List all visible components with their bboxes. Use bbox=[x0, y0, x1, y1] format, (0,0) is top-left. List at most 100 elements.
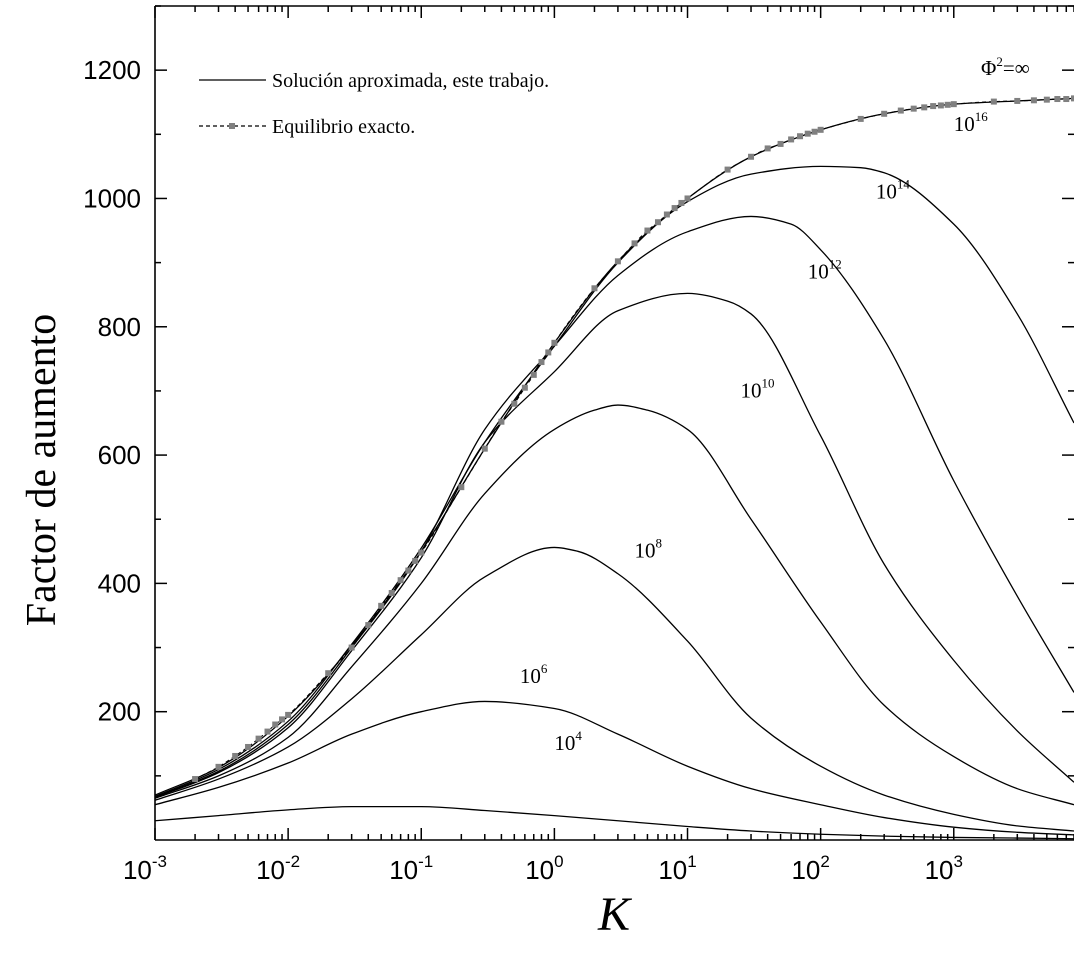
equilibrium-point bbox=[663, 211, 670, 218]
curve-label-10e10: 1010 bbox=[740, 375, 774, 402]
curve-label-10e16: 1016 bbox=[954, 109, 989, 136]
equilibrium-point bbox=[764, 145, 771, 152]
equilibrium-point bbox=[1054, 96, 1061, 103]
equilibrium-point bbox=[397, 577, 404, 584]
equilibrium-point bbox=[1030, 97, 1037, 104]
equilibrium-point bbox=[412, 557, 419, 564]
equilibrium-point bbox=[724, 166, 731, 173]
curve-label-phi: Φ2=∞ bbox=[981, 54, 1030, 80]
equilibrium-point bbox=[614, 258, 621, 265]
equilibrium-point bbox=[551, 339, 558, 346]
y-axis-title: Factor de aumento bbox=[19, 314, 65, 627]
equilibrium-point bbox=[950, 101, 957, 108]
equilibrium-point bbox=[678, 199, 685, 206]
equilibrium-point bbox=[817, 126, 824, 133]
y-tick-label: 800 bbox=[98, 312, 141, 342]
equilibrium-point bbox=[1063, 96, 1070, 103]
x-axis-title: K bbox=[597, 888, 633, 941]
equilibrium-point bbox=[530, 371, 537, 378]
equilibrium-point bbox=[481, 445, 488, 452]
equilibrium-point bbox=[631, 240, 638, 247]
x-tick-label: 102 bbox=[791, 852, 829, 885]
equilibrium-point bbox=[944, 101, 951, 108]
equilibrium-point bbox=[365, 622, 372, 629]
curve-phi-infinity bbox=[154, 97, 1074, 796]
x-tick-label: 100 bbox=[525, 852, 563, 885]
equilibrium-point bbox=[897, 107, 904, 114]
x-tick-label: 10-1 bbox=[389, 852, 433, 885]
equilibrium-point bbox=[192, 776, 199, 783]
equilibrium-point bbox=[245, 743, 252, 750]
equilibrium-point bbox=[654, 219, 661, 226]
equilibrium-point bbox=[857, 115, 864, 122]
curve-10e12 bbox=[154, 292, 1074, 799]
y-tick-label: 400 bbox=[98, 568, 141, 598]
y-tick-label: 200 bbox=[98, 697, 141, 727]
equilibrium-point bbox=[285, 711, 292, 718]
equilibrium-point bbox=[498, 418, 505, 425]
equilibrium-point bbox=[279, 716, 286, 723]
curve-10e4 bbox=[154, 805, 1074, 840]
equilibrium-point bbox=[538, 359, 545, 366]
equilibrium-point bbox=[804, 130, 811, 137]
x-tick-label: 103 bbox=[925, 852, 963, 885]
equilibrium-point bbox=[797, 133, 804, 140]
curve-label-10e12: 1012 bbox=[808, 257, 842, 284]
equilibrium-point bbox=[684, 195, 691, 202]
y-tick-label: 600 bbox=[98, 440, 141, 470]
equilibrium-point bbox=[255, 735, 262, 742]
curve-label-10e14: 1014 bbox=[876, 176, 911, 203]
equilibrium-point bbox=[591, 285, 598, 292]
x-tick-label: 10-2 bbox=[256, 852, 300, 885]
axes-frame bbox=[154, 5, 1074, 841]
legend-label-solution: Solución aproximada, este trabajo. bbox=[272, 70, 549, 92]
equilibrium-point bbox=[748, 153, 755, 160]
equilibrium-point bbox=[1014, 97, 1021, 104]
curve-label-10e6: 106 bbox=[520, 661, 548, 688]
equilibrium-point bbox=[1043, 96, 1050, 103]
curve-10e6 bbox=[154, 700, 1074, 836]
equilibrium-point bbox=[930, 103, 937, 110]
equilibrium-point bbox=[511, 400, 518, 407]
equilibrium-point bbox=[671, 205, 678, 212]
curve-10e8 bbox=[154, 546, 1074, 832]
equilibrium-point bbox=[215, 763, 222, 770]
equilibrium-point bbox=[937, 102, 944, 109]
equilibrium-point bbox=[388, 590, 395, 597]
curve-10e16 bbox=[154, 165, 1074, 797]
equilibrium-point bbox=[644, 227, 651, 234]
legend: Solución aproximada, este trabajo. Equil… bbox=[199, 70, 549, 138]
curve-10e14 bbox=[154, 215, 1074, 798]
equilibrium-point bbox=[910, 105, 917, 112]
equilibrium-point bbox=[545, 349, 552, 356]
equilibrium-point bbox=[378, 602, 385, 609]
equilibrium-point bbox=[811, 128, 818, 135]
equilibrium-point bbox=[521, 384, 528, 391]
x-tick-label: 101 bbox=[658, 852, 696, 885]
curves bbox=[154, 97, 1074, 840]
equilibrium-point bbox=[458, 484, 465, 491]
equilibrium-point bbox=[921, 104, 928, 111]
equilibrium-point bbox=[1071, 95, 1074, 102]
equilibrium-point bbox=[990, 98, 997, 105]
curve-label-10e8: 108 bbox=[635, 536, 663, 563]
x-tick-label: 10-3 bbox=[123, 852, 167, 885]
curve-10e10 bbox=[154, 404, 1074, 806]
equilibrium-point bbox=[348, 644, 355, 651]
tick-labels: 200 400 600 800 1000 1200 10-3 10-2 10-1 100 101 10… bbox=[83, 55, 988, 885]
y-tick-label: 1000 bbox=[83, 183, 141, 213]
equilibrium-markers bbox=[192, 95, 1074, 783]
curve-label-10e4: 104 bbox=[554, 728, 582, 755]
equilibrium-point bbox=[405, 567, 412, 574]
equilibrium-point bbox=[264, 728, 271, 735]
equilibrium-point bbox=[881, 110, 888, 117]
y-tick-label: 1200 bbox=[83, 55, 141, 85]
equilibrium-point bbox=[272, 721, 279, 728]
equilibrium-point bbox=[777, 140, 784, 147]
equilibrium-point bbox=[418, 549, 425, 556]
legend-marker bbox=[229, 123, 235, 129]
equilibrium-point bbox=[788, 136, 795, 143]
legend-label-equilibrium: Equilibrio exacto. bbox=[272, 116, 415, 138]
equilibrium-point bbox=[232, 752, 239, 759]
